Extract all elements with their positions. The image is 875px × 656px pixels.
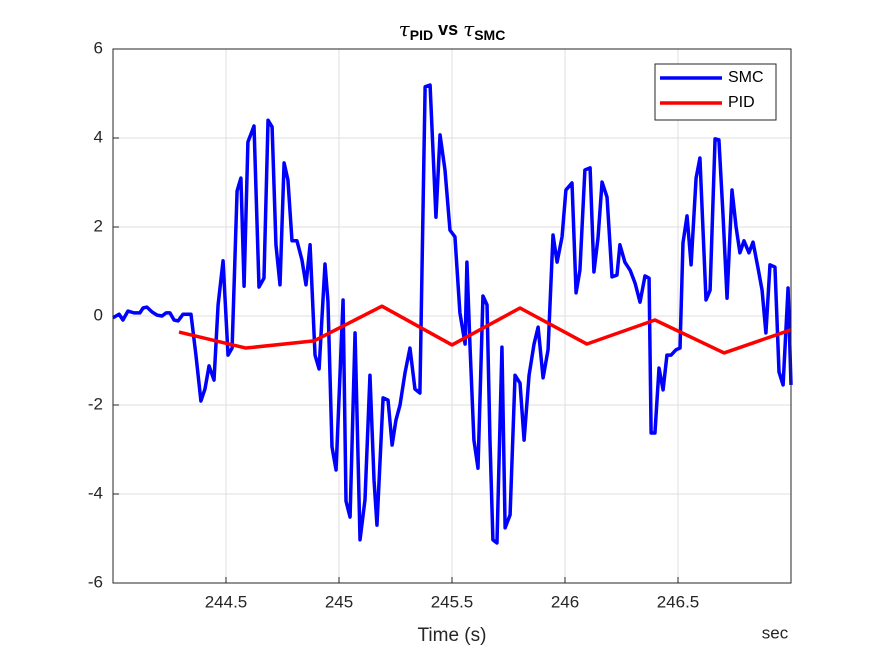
- x-tick-label: 246: [551, 592, 579, 611]
- y-tick-label: 6: [94, 38, 103, 57]
- data-line: [112, 83, 793, 545]
- legend-label: SMC: [728, 69, 764, 86]
- y-tick-label: 4: [94, 127, 103, 146]
- title-subscript: PID: [410, 27, 433, 43]
- y-tick-label: -6: [88, 572, 103, 591]
- x-tick-label: 245: [325, 592, 353, 611]
- x-tick-label: 245.5: [431, 592, 474, 611]
- chart-title: τPID vs τSMC: [399, 17, 506, 43]
- y-tick-label: 0: [94, 305, 103, 324]
- title-text: vs: [433, 19, 463, 39]
- x-axis-annotation: sec: [762, 623, 789, 642]
- title-symbol: τ: [463, 17, 475, 41]
- y-tick-label: -2: [88, 394, 103, 413]
- y-tick-label: 2: [94, 216, 103, 235]
- data-line: [178, 304, 792, 355]
- y-tick-label: -4: [88, 483, 103, 502]
- x-tick-label: 244.5: [205, 592, 248, 611]
- legend-box: [654, 63, 777, 121]
- x-axis-label: Time (s): [418, 625, 487, 646]
- legend-label: PID: [728, 94, 755, 111]
- title-subscript: SMC: [474, 27, 505, 43]
- legend: SMC PID: [654, 63, 777, 121]
- title-symbol: τ: [399, 17, 411, 41]
- x-tick-label: 246.5: [657, 592, 700, 611]
- axes-box: [112, 48, 792, 584]
